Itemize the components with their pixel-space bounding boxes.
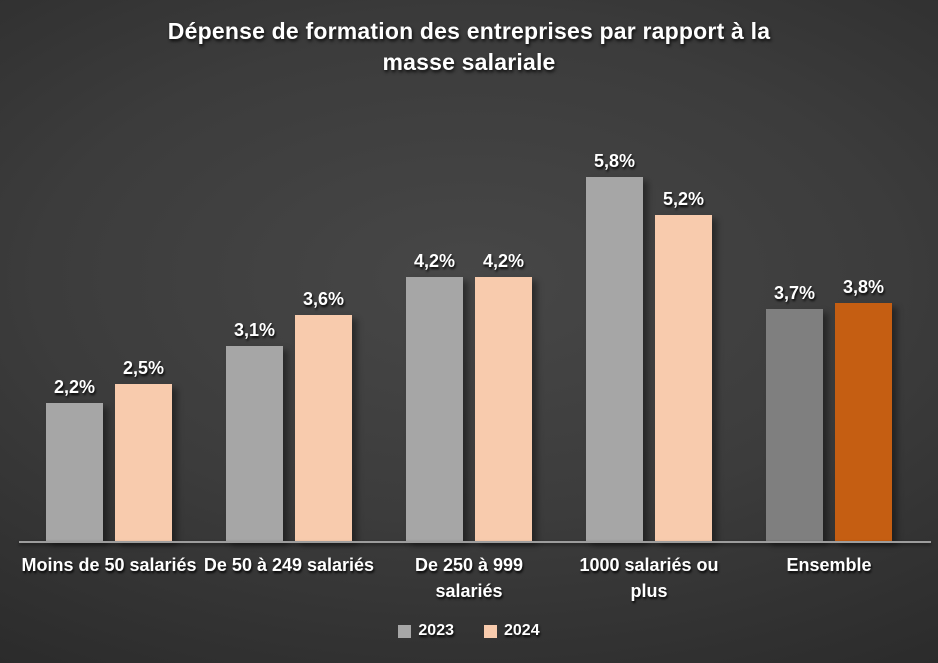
legend: 2023 2024	[0, 622, 938, 640]
x-axis-label-line: Ensemble	[786, 555, 872, 575]
x-axis-label-3: De 250 à 999 salariés	[379, 552, 559, 604]
data-label-2023-5: 3,7%	[773, 283, 816, 303]
bar-column-2024-3: 4,2%	[475, 250, 532, 541]
chart-title-line-1: Dépense de formation des entreprises par…	[167, 18, 771, 44]
bar-group-1: 2,2% 2,5%	[19, 357, 199, 541]
bar-column-2024-5: 3,8%	[835, 276, 892, 541]
legend-label-2023: 2023	[418, 622, 454, 639]
data-label-2024-5: 3,8%	[842, 277, 885, 297]
legend-swatch-2024	[484, 624, 497, 638]
bar-2023-5	[766, 309, 823, 541]
x-axis-label-1: Moins de 50 salariés	[19, 552, 199, 604]
data-label-2024-3: 4,2%	[482, 251, 525, 271]
bar-group-5: 3,7% 3,8%	[739, 276, 919, 541]
bar-2023-2	[226, 346, 283, 541]
x-axis-label-4: 1000 salariés ou plus	[559, 552, 739, 604]
bar-2024-5	[835, 303, 892, 541]
bar-column-2023-5: 3,7%	[766, 282, 823, 541]
x-axis-label-line: De 50 à 249 salariés	[203, 555, 375, 575]
x-axis-label-line: De 250 à 999	[414, 555, 524, 575]
legend-label-2024: 2024	[504, 622, 540, 639]
x-axis-label-line: plus	[630, 581, 668, 601]
data-label-2024-1: 2,5%	[122, 358, 165, 378]
bar-2023-4	[586, 177, 643, 541]
bar-column-2024-1: 2,5%	[115, 357, 172, 541]
data-label-2023-4: 5,8%	[593, 151, 636, 171]
x-axis-labels: Moins de 50 salariés De 50 à 249 salariés…	[19, 552, 919, 604]
bar-column-2024-4: 5,2%	[655, 188, 712, 541]
plot-area: 2,2% 2,5% 3,1% 3,6% 4,2% 4,2% 5,8% 5,2% 3,7% 3,8%	[19, 0, 919, 541]
data-label-2023-2: 3,1%	[233, 320, 276, 340]
x-axis-label-line: Moins de 50 salariés	[21, 555, 197, 575]
bar-2024-2	[295, 315, 352, 541]
bar-column-2024-2: 3,6%	[295, 288, 352, 541]
data-label-2024-2: 3,6%	[302, 289, 345, 309]
bar-group-3: 4,2% 4,2%	[379, 250, 559, 541]
data-label-2023-3: 4,2%	[413, 251, 456, 271]
bar-column-2023-1: 2,2%	[46, 376, 103, 541]
chart-title: Dépense de formation des entreprises par…	[49, 16, 889, 78]
bar-group-4: 5,8% 5,2%	[559, 150, 739, 541]
x-axis-label-line: salariés	[435, 581, 503, 601]
bar-2024-1	[115, 384, 172, 541]
x-axis-line	[19, 541, 931, 543]
bar-2024-3	[475, 277, 532, 541]
bar-group-2: 3,1% 3,6%	[199, 288, 379, 541]
legend-swatch-2023	[398, 624, 412, 638]
bar-column-2023-2: 3,1%	[226, 319, 283, 541]
legend-item-2024: 2024	[484, 622, 540, 640]
x-axis-label-line: 1000 salariés ou	[579, 555, 719, 575]
legend-item-2023: 2023	[398, 622, 454, 640]
bar-2023-1	[46, 403, 103, 541]
bar-2023-3	[406, 277, 463, 541]
data-label-2024-4: 5,2%	[662, 189, 705, 209]
bar-2024-4	[655, 215, 712, 541]
bar-column-2023-3: 4,2%	[406, 250, 463, 541]
x-axis-label-2: De 50 à 249 salariés	[199, 552, 379, 604]
bar-column-2023-4: 5,8%	[586, 150, 643, 541]
chart-title-line-2: masse salariale	[382, 49, 556, 75]
x-axis-label-5: Ensemble	[739, 552, 919, 604]
data-label-2023-1: 2,2%	[53, 377, 96, 397]
